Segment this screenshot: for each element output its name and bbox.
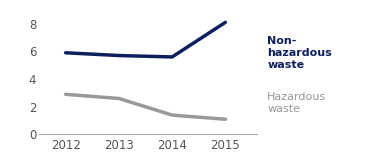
Text: Hazardous
waste: Hazardous waste (267, 92, 326, 114)
Text: Non-
hazardous
waste: Non- hazardous waste (267, 36, 332, 70)
